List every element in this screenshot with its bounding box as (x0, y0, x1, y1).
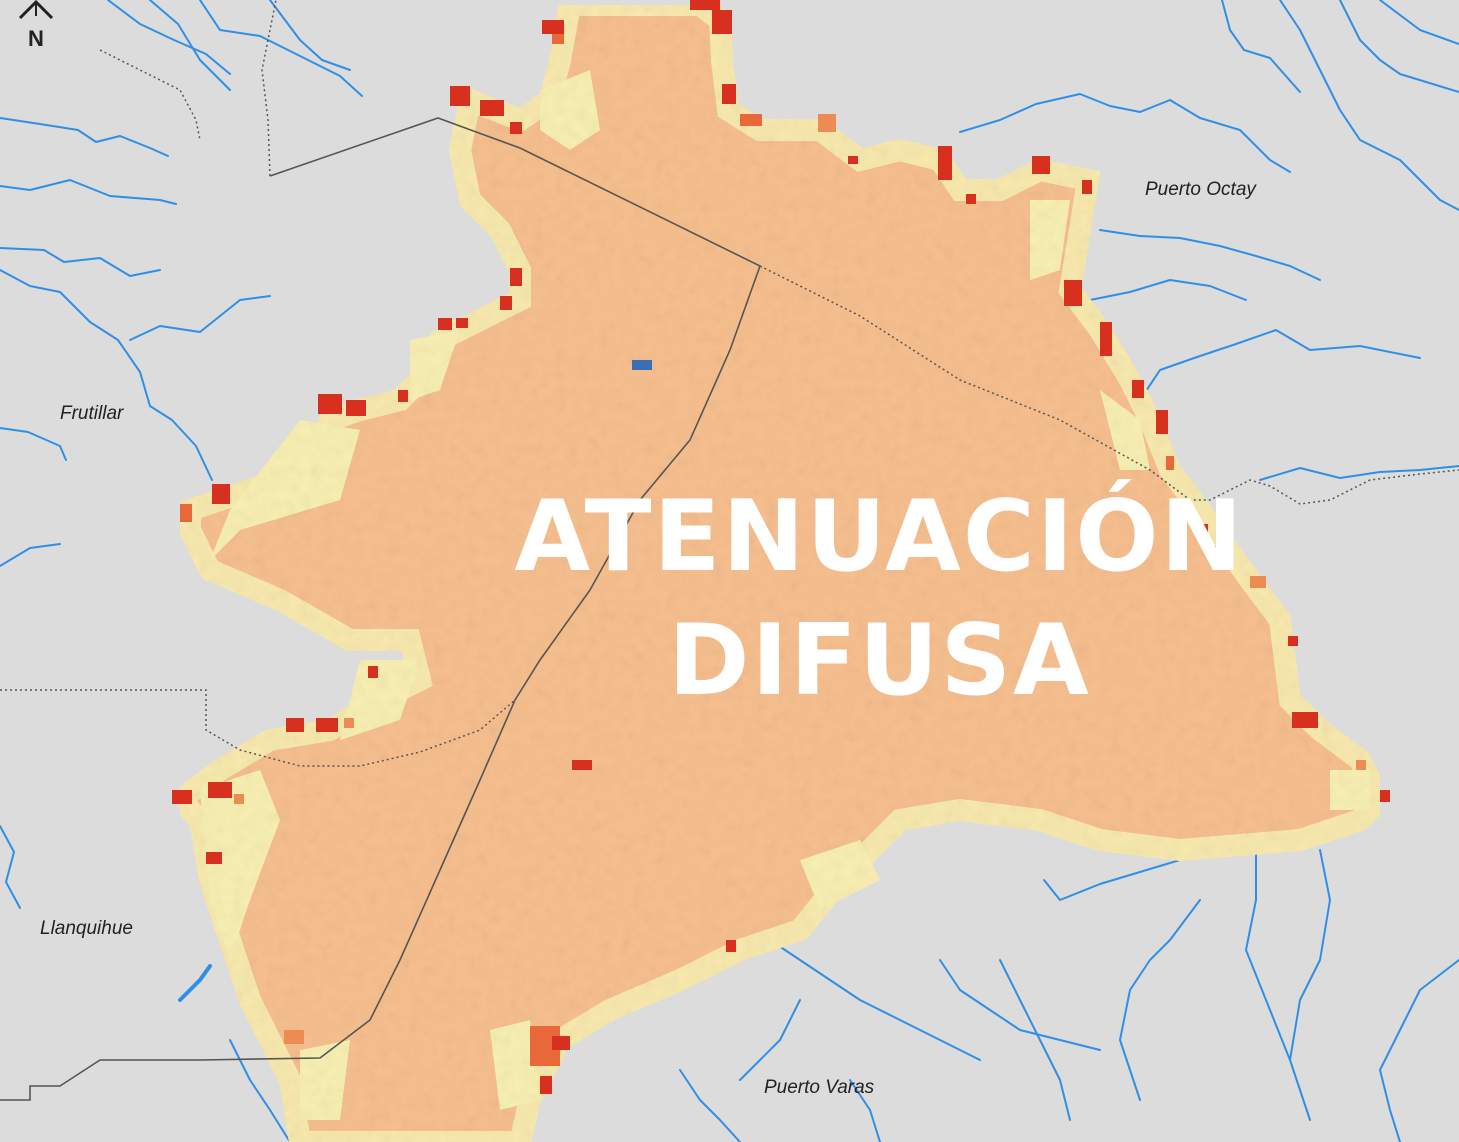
hot-edge-cells (172, 0, 1390, 1094)
label-frutillar: Frutillar (60, 403, 124, 424)
north-arrow: N (14, 0, 58, 50)
commune-boundaries (0, 0, 1459, 767)
label-llanquihue: Llanquihue (40, 918, 133, 939)
overlay-title-line1: ATENUACIÓN (514, 480, 1245, 594)
administrative-boundaries (0, 117, 761, 1101)
north-arrow-icon: N (18, 0, 54, 50)
overlay-title-line2: DIFUSA (668, 604, 1091, 718)
label-puerto-varas: Puerto Varas (764, 1077, 875, 1098)
label-puerto-octay: Puerto Octay (1145, 179, 1256, 200)
low-attenuation-cell (632, 360, 652, 370)
north-label: N (28, 26, 44, 50)
overlay-title: ATENUACIÓN DIFUSA (0, 475, 1459, 723)
